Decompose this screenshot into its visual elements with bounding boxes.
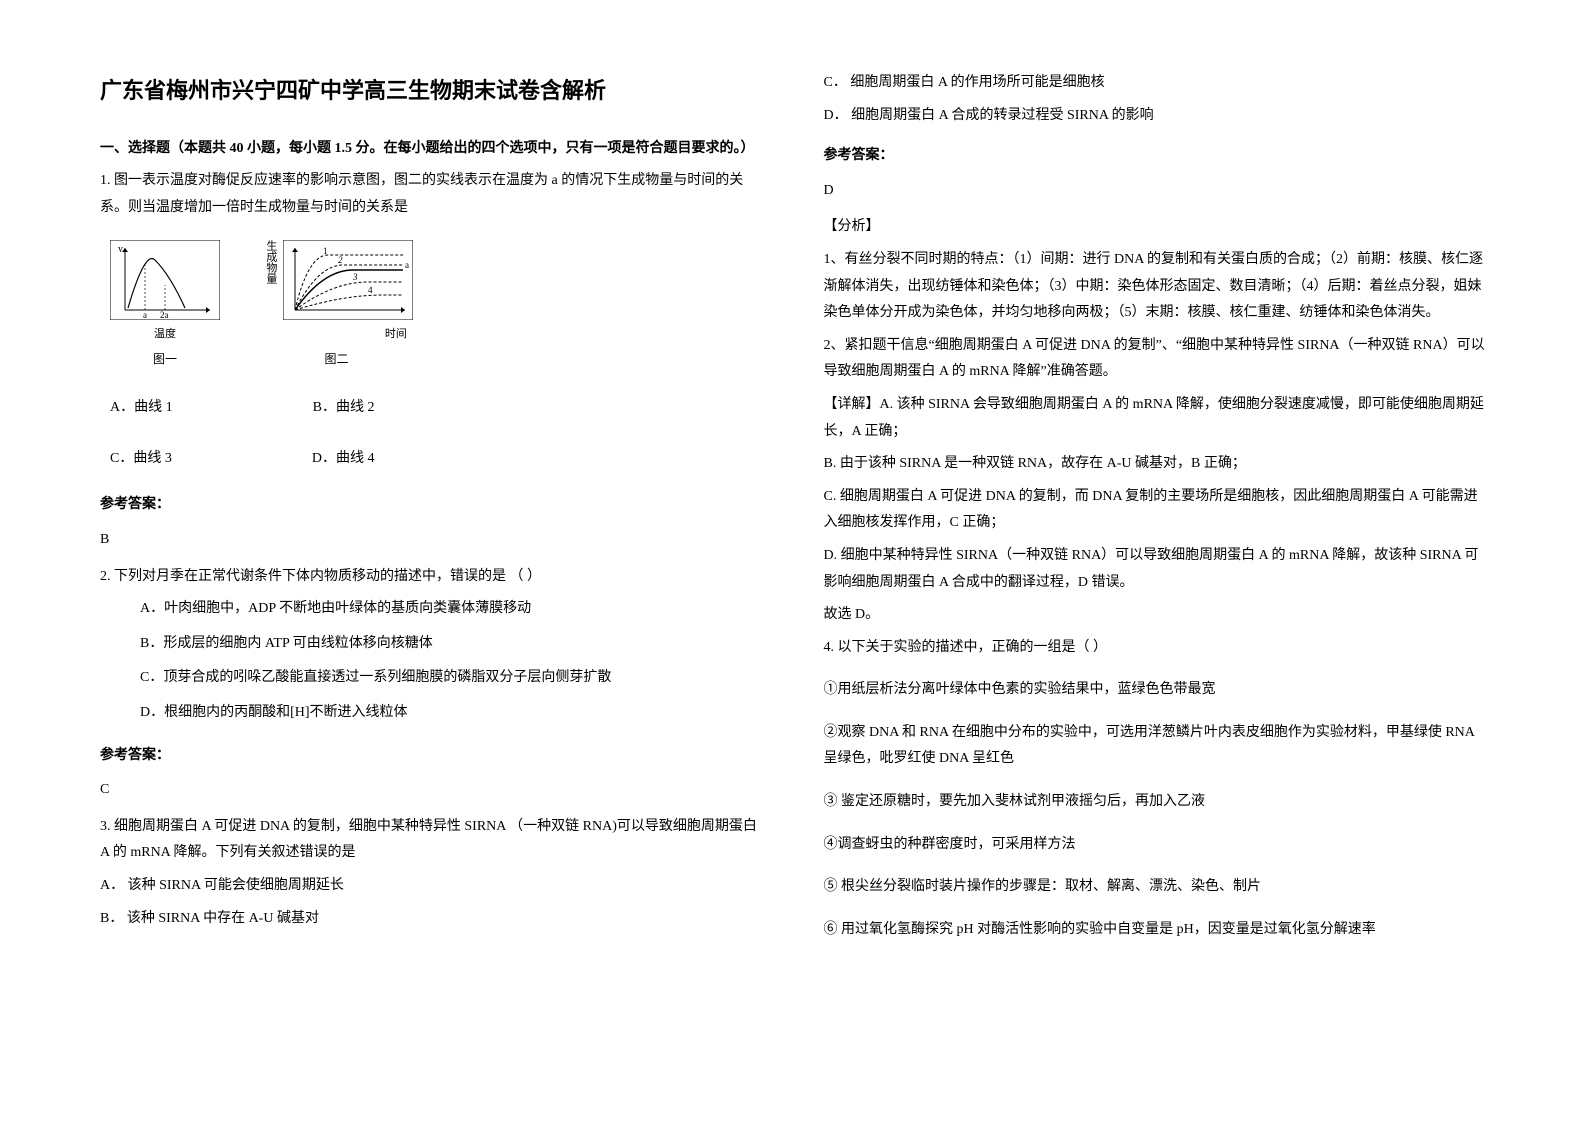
q3-detail-d: D. 细胞中某种特异性 SIRNA（一种双链 RNA）可以导致细胞周期蛋白 A … — [824, 543, 1488, 596]
q1-option-a: A．曲线 1 — [110, 395, 173, 422]
q3-analysis-1: 1、有丝分裂不同时期的特点：（1）间期：进行 DNA 的复制和有关蛋白质的合成；… — [824, 247, 1488, 327]
q3-conclude: 故选 D。 — [824, 602, 1488, 629]
q4-opt-1: ①用纸层析法分离叶绿体中色素的实验结果中，蓝绿色色带最宽 — [824, 677, 1488, 704]
q3-option-a: A． 该种 SIRNA 可能会使细胞周期延长 — [100, 873, 764, 900]
q1-fig2-c2: 2 — [338, 255, 343, 265]
q1-option-d: D．曲线 4 — [312, 446, 375, 473]
q1-fig1-tick-2a: 2a — [160, 310, 169, 320]
q1-fig1-xlabel: 温度 — [154, 324, 176, 345]
left-column: 广东省梅州市兴宁四矿中学高三生物期末试卷含解析 一、选择题（本题共 40 小题，… — [100, 70, 764, 1062]
q1-fig2-c3: 3 — [352, 272, 358, 282]
q3-option-c: C． 细胞周期蛋白 A 的作用场所可能是细胞核 — [824, 70, 1488, 97]
q2-option-b: B．形成层的细胞内 ATP 可由线粒体移向核糖体 — [100, 631, 764, 658]
q3-analysis-label: 【分析】 — [824, 214, 1488, 241]
q3-detail-label: 【详解】 — [824, 397, 880, 412]
right-column: C． 细胞周期蛋白 A 的作用场所可能是细胞核 D． 细胞周期蛋白 A 合成的转… — [824, 70, 1488, 1062]
q2-option-d: D．根细胞内的丙酮酸和[H]不断进入线粒体 — [100, 700, 764, 727]
q1-option-b: B．曲线 2 — [313, 395, 375, 422]
q3-detail-b: B. 由于该种 SIRNA 是一种双链 RNA，故存在 A-U 碱基对，B 正确… — [824, 451, 1488, 478]
q4-opt-3: ③ 鉴定还原糖时，要先加入斐林试剂甲液摇匀后，再加入乙液 — [824, 789, 1488, 816]
page-title: 广东省梅州市兴宁四矿中学高三生物期末试卷含解析 — [100, 70, 764, 112]
q4-opt-2: ②观察 DNA 和 RNA 在细胞中分布的实验中，可选用洋葱鳞片叶内表皮细胞作为… — [824, 720, 1488, 773]
q3-option-d: D． 细胞周期蛋白 A 合成的转录过程受 SIRNA 的影响 — [824, 103, 1488, 130]
q1-fig1-tick-a: a — [143, 310, 147, 320]
q3-option-b: B． 该种 SIRNA 中存在 A-U 碱基对 — [100, 906, 764, 933]
q2-option-c: C．顶芽合成的吲哚乙酸能直接透过一系列细胞膜的磷脂双分子层向侧芽扩散 — [100, 665, 764, 692]
q2-option-a: A．叶肉细胞中，ADP 不断地由叶绿体的基质向类囊体薄膜移动 — [100, 596, 764, 623]
q1-fig2-label: 图二 — [324, 348, 348, 371]
q1-fig2-xlabel: 时间 — [385, 324, 407, 345]
q1-options-row2: C．曲线 3 D．曲线 4 — [110, 446, 764, 473]
q3-answer-label: 参考答案： — [824, 143, 1488, 170]
q3-stem: 3. 细胞周期蛋白 A 可促进 DNA 的复制，细胞中某种特异性 SIRNA （… — [100, 814, 764, 867]
q3-detail-a: A. 该种 SIRNA 会导致细胞周期蛋白 A 的 mRNA 降解，使细胞分裂速… — [824, 397, 1484, 439]
q4-opt-5: ⑤ 根尖丝分裂临时装片操作的步骤是：取材、解离、漂洗、染色、制片 — [824, 874, 1488, 901]
q1-fig2-ylabel: 生成物量 — [260, 240, 281, 284]
q4-opt-6: ⑥ 用过氧化氢酶探究 pH 对酶活性影响的实验中自变量是 pH，因变量是过氧化氢… — [824, 917, 1488, 944]
q3-detail: 【详解】A. 该种 SIRNA 会导致细胞周期蛋白 A 的 mRNA 降解，使细… — [824, 392, 1488, 445]
q1-options-row1: A．曲线 1 B．曲线 2 — [110, 395, 764, 422]
q4-stem: 4. 以下关于实验的描述中，正确的一组是（ ） — [824, 635, 1488, 662]
section-1-heading: 一、选择题（本题共 40 小题，每小题 1.5 分。在每小题给出的四个选项中，只… — [100, 136, 764, 163]
q1-figures: a 2a v 温度 图一 生成物量 — [110, 240, 764, 372]
q3-analysis-2: 2、紧扣题干信息“细胞周期蛋白 A 可促进 DNA 的复制”、“细胞中某种特异性… — [824, 333, 1488, 386]
q1-chart-1: a 2a v — [110, 240, 220, 320]
q1-stem: 1. 图一表示温度对酶促反应速率的影响示意图，图二的实线表示在温度为 a 的情况… — [100, 168, 764, 221]
q4-opt-4: ④调查蚜虫的种群密度时，可采用样方法 — [824, 832, 1488, 859]
q1-figure-2: 生成物量 1 — [260, 240, 413, 372]
q2-answer-label: 参考答案： — [100, 743, 764, 770]
q1-option-c: C．曲线 3 — [110, 446, 172, 473]
q1-fig2-c1: 1 — [323, 246, 328, 256]
q1-answer-label: 参考答案： — [100, 492, 764, 519]
q2-stem: 2. 下列对月季在正常代谢条件下体内物质移动的描述中，错误的是 （ ） — [100, 564, 764, 591]
q2-answer: C — [100, 777, 764, 804]
q1-fig2-a: a — [405, 260, 409, 270]
q1-chart-2: 1 2 3 4 a — [283, 240, 413, 320]
q1-fig1-label: 图一 — [153, 348, 177, 371]
q1-figure-1: a 2a v 温度 图一 — [110, 240, 220, 372]
q3-answer: D — [824, 178, 1488, 205]
q1-answer: B — [100, 527, 764, 554]
q3-detail-c: C. 细胞周期蛋白 A 可促进 DNA 的复制，而 DNA 复制的主要场所是细胞… — [824, 484, 1488, 537]
q1-fig1-ylabel: v — [118, 244, 123, 255]
q1-fig2-c4: 4 — [368, 285, 373, 295]
